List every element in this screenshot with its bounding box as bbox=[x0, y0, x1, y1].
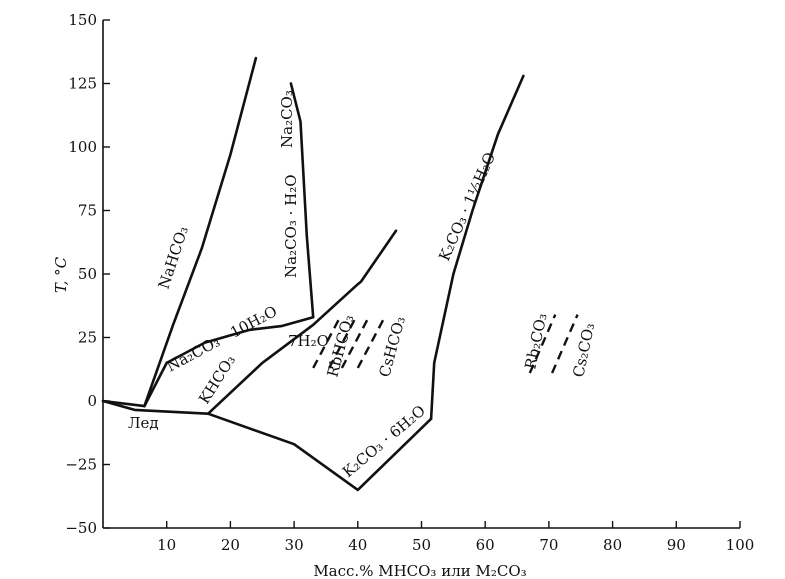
phase-curve-7 bbox=[429, 74, 525, 421]
phase-curve-4 bbox=[143, 315, 315, 408]
y-tick-label: 125 bbox=[68, 75, 97, 93]
y-tick-label: −25 bbox=[65, 456, 97, 474]
y-tick-label: 25 bbox=[78, 329, 97, 347]
dashed-boundary-1 bbox=[312, 319, 340, 369]
y-tick-label: −50 bbox=[65, 519, 97, 537]
x-tick-label: 50 bbox=[412, 536, 431, 554]
y-tick-label: 150 bbox=[68, 11, 97, 29]
x-tick-label: 20 bbox=[221, 536, 240, 554]
x-tick-label: 10 bbox=[157, 536, 176, 554]
dashed-boundary-4 bbox=[356, 319, 385, 369]
label-ice: Лед bbox=[128, 414, 159, 432]
label-7h2o: 7H₂O bbox=[288, 332, 329, 350]
label-na2co3-h2o: Na₂CO₃ · H₂O bbox=[282, 174, 300, 278]
x-tick-label: 100 bbox=[726, 536, 755, 554]
label-k2co3-15h2o: K₂CO₃ · 1½H₂O bbox=[435, 150, 499, 264]
label-nahco3: NaHCO₃ bbox=[155, 224, 192, 291]
phase-curve-1 bbox=[101, 399, 433, 492]
x-tick-label: 70 bbox=[539, 536, 558, 554]
phase-curve-5 bbox=[289, 82, 315, 319]
y-tick-label: 75 bbox=[78, 202, 97, 220]
y-axis-title: T, °C bbox=[52, 256, 70, 293]
dashed-segments bbox=[312, 314, 579, 374]
x-axis-title: Масс.% MHCO₃ или M₂CO₃ bbox=[313, 562, 526, 579]
dashed-boundary-5 bbox=[528, 314, 557, 374]
label-khco3: KHCO₃ bbox=[195, 352, 239, 407]
curves bbox=[101, 56, 525, 492]
ticks: 10 20 30 40 50 60 70 80 90 100 150 125 100 75 50 25 0 −25… bbox=[65, 11, 754, 554]
label-k2co3-6h2o: K₂CO₃ · 6H₂O bbox=[339, 402, 429, 482]
label-rb2co3: Rb₂CO₃ bbox=[521, 312, 550, 371]
y-tick-label: 100 bbox=[68, 138, 97, 156]
x-tick-label: 60 bbox=[476, 536, 495, 554]
x-tick-label: 30 bbox=[285, 536, 304, 554]
y-tick-label: 0 bbox=[87, 392, 97, 410]
axes bbox=[102, 20, 740, 529]
dashed-boundary-6 bbox=[550, 314, 579, 374]
x-tick-label: 80 bbox=[603, 536, 622, 554]
phase-curve-3 bbox=[143, 56, 258, 408]
dashed-boundary-2 bbox=[328, 319, 356, 369]
dashed-boundary-3 bbox=[340, 319, 369, 369]
label-na2co3: Na₂CO₃ bbox=[278, 90, 296, 148]
phase-curve-6 bbox=[206, 229, 398, 416]
label-cs2co3: Cs₂CO₃ bbox=[569, 321, 598, 379]
phase-curve-2 bbox=[101, 399, 146, 408]
x-tick-label: 40 bbox=[348, 536, 367, 554]
x-tick-label: 90 bbox=[667, 536, 686, 554]
y-tick-label: 50 bbox=[78, 265, 97, 283]
